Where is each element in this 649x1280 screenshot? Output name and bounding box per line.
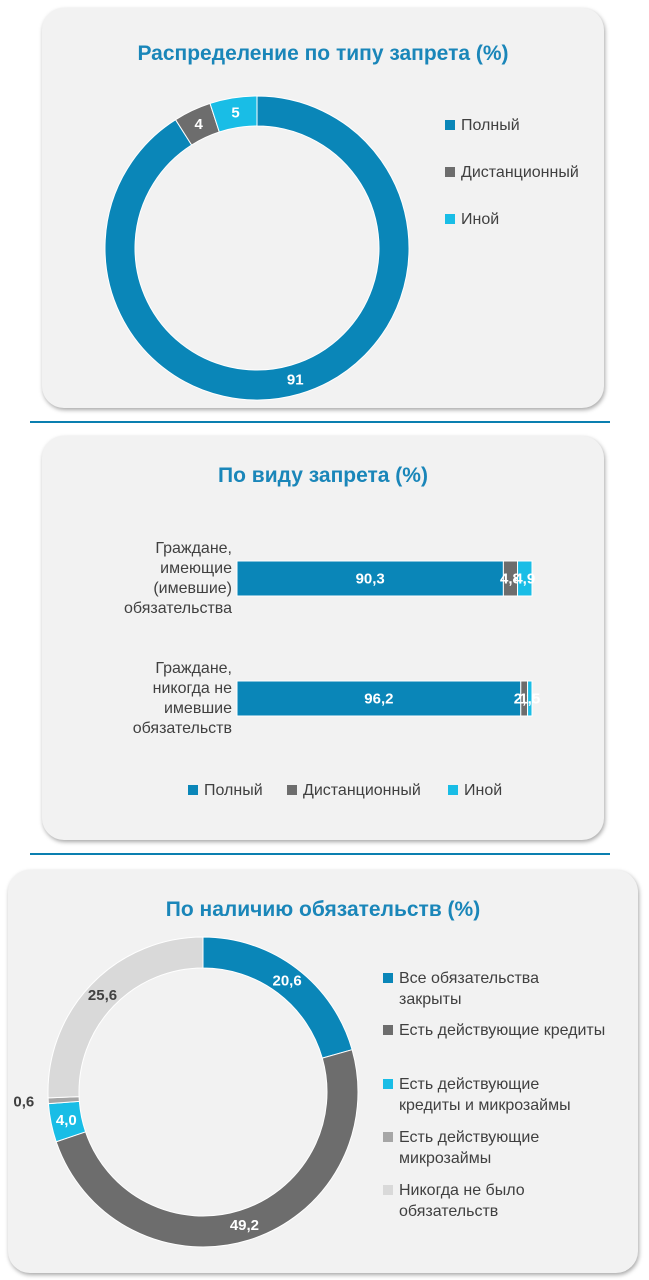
donut-slice [209,95,258,133]
legend-item: Есть действующие кредиты и микрозаймы [383,1074,571,1116]
data-label: 96,2 [364,691,393,708]
legend-item: Иной [445,209,499,230]
chart-title: По виду запрета (%) [218,464,428,487]
legend-label: Полный [461,117,520,134]
legend-item: Есть действующие микрозаймы [383,1127,539,1169]
donut-slice [202,936,353,1059]
legend-item: Все обязательства закрыты [383,968,539,1010]
data-label: 4,0 [56,1112,77,1129]
legend-item: Дистанционный [287,780,421,801]
legend-item: Полный [445,115,520,136]
data-label: 1,5 [519,691,540,708]
legend-swatch [383,973,393,983]
legend-swatch [188,785,198,795]
legend-swatch [445,167,455,177]
data-label: 4 [194,116,203,133]
legend-label: Дистанционный [461,164,579,181]
legend-label: Есть действующие кредиты [399,1022,606,1039]
legend-swatch [445,214,455,224]
legend-swatch [287,785,297,795]
chart-title: По наличию обязательств (%) [165,898,481,921]
legend-swatch [383,1185,393,1195]
donut-chart-obligations: 20,6 49,2 4,0 0,6 25,6 [13,936,359,1248]
legend-swatch [383,1025,393,1035]
donut-chart-ban-type: 91 4 5 [104,95,410,401]
chart-panel-ban-kind: По виду запрета (%) Граждане, имеющие (име… [42,436,604,840]
donut-slice [104,95,410,401]
stacked-bar-chart: 90,3 4,84,996,2 2,31,5 [236,560,540,717]
category-label: Граждане, никогда не имевшие обязательств [132,659,232,737]
legend-swatch [445,120,455,130]
data-label: 4,8 [500,571,521,588]
category-label: Граждане, имеющие (имевшие) обязательства [124,539,232,617]
legend-item: Иной [448,780,502,801]
legend-swatch [448,785,458,795]
legend-label: Иной [464,782,503,799]
section-divider [30,853,610,855]
legend-label: Полный [204,782,263,799]
legend-label: Все обязательства закрыты [399,970,540,1008]
data-label: 0,6 [13,1094,34,1111]
legend-item: Есть действующие кредиты [383,1020,605,1041]
data-label: 5 [231,105,239,122]
data-label: 25,6 [88,987,117,1004]
chart-panel-obligations: По наличию обязательств (%) 20,6 49,2 4,0 0… [8,870,638,1273]
legend-swatch [383,1132,393,1142]
legend-label: Никогда не было обязательств [399,1182,525,1220]
data-label: 90,3 [356,571,385,588]
bar-segment [517,560,533,597]
legend-swatch [383,1079,393,1089]
data-label: 91 [287,372,304,389]
legend-item: Дистанционный [445,162,579,183]
section-divider [30,421,610,423]
legend-item: Полный [188,780,263,801]
bar-segment [527,680,533,717]
donut-slice [55,1049,359,1248]
legend-item: Никогда не было обязательств [383,1180,525,1222]
chart-panel-ban-type: Распределение по типу запрета (%) 91 4 5 П… [42,8,604,408]
data-label: 20,6 [273,973,302,990]
data-label: 49,2 [230,1217,259,1234]
legend-label: Иной [461,211,500,228]
data-label: 4,9 [514,571,535,588]
legend-label: Есть действующие кредиты и микрозаймы [399,1076,571,1114]
legend-label: Дистанционный [303,782,421,799]
donut-slice [47,936,204,1099]
legend-label: Есть действующие микрозаймы [399,1129,540,1167]
bar-segment [236,560,504,597]
chart-title: Распределение по типу запрета (%) [137,42,509,65]
